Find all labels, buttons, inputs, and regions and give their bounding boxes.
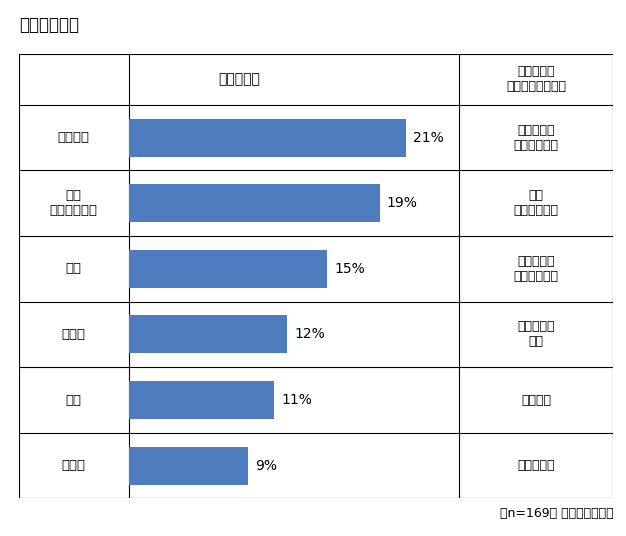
Text: 15%: 15% (334, 262, 365, 276)
Bar (129, 250, 327, 288)
Text: 異常音: 異常音 (62, 328, 86, 341)
Text: 19%: 19% (387, 196, 418, 210)
Text: 汚れ: 汚れ (66, 393, 82, 406)
Text: 排水配管、
天井: 排水配管、 天井 (518, 321, 555, 348)
Text: 騒音
（遮音不良）: 騒音 （遮音不良） (50, 189, 98, 217)
Text: 21%: 21% (413, 131, 444, 145)
Text: 12%: 12% (294, 327, 325, 341)
Text: 内壁、外壁: 内壁、外壁 (518, 459, 555, 472)
Text: 11%: 11% (281, 393, 312, 407)
Text: 9%: 9% (255, 459, 277, 473)
Bar (129, 446, 248, 485)
Bar (129, 184, 379, 222)
Text: ひび割れ: ひび割れ (58, 131, 90, 144)
Text: 当該事象が
多くみられる部位: 当該事象が 多くみられる部位 (506, 65, 566, 93)
Text: はがれ: はがれ (62, 459, 86, 472)
Text: 床、内壁、
開口部・建具: 床、内壁、 開口部・建具 (514, 255, 558, 283)
Text: （n=169、 複数カウント）: （n=169、 複数カウント） (500, 507, 613, 519)
Text: 床、
開口部・建具: 床、 開口部・建具 (514, 189, 558, 217)
Bar (129, 381, 274, 419)
Bar (129, 118, 406, 157)
Text: 変形: 変形 (66, 262, 82, 276)
Text: 不具合事象: 不具合事象 (218, 72, 260, 86)
Text: 【共同住宅】: 【共同住宅】 (19, 16, 79, 34)
Text: 床、内壁: 床、内壁 (521, 393, 551, 406)
Text: 床、内壁、
開口部・建具: 床、内壁、 開口部・建具 (514, 124, 558, 152)
Bar (129, 315, 287, 353)
